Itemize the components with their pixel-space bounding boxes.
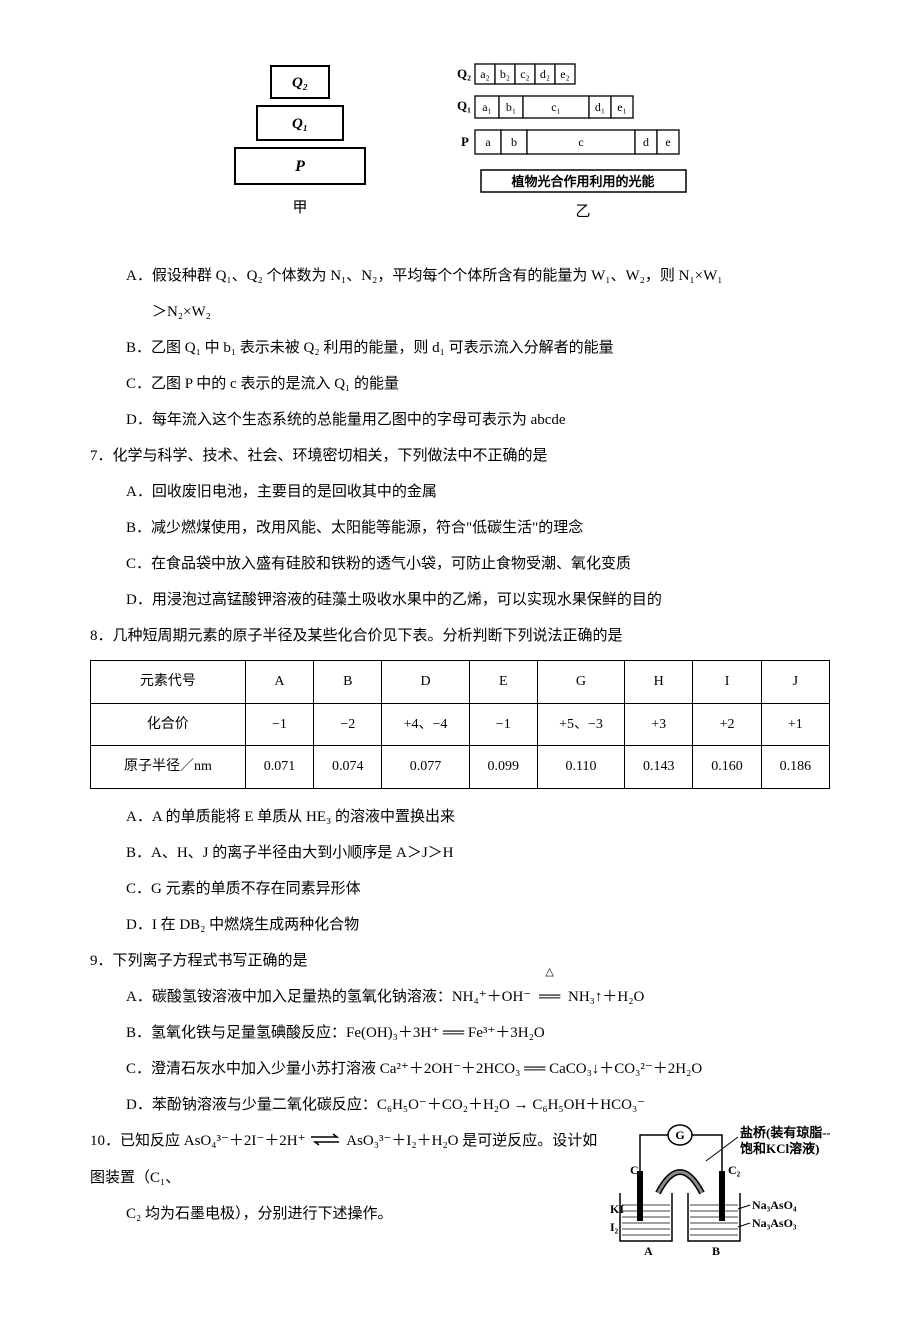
table-header-cell: J	[761, 661, 829, 704]
table-header-cell: B	[314, 661, 382, 704]
table-header-cell: A	[245, 661, 313, 704]
svg-text:e₁: e₁	[617, 100, 627, 114]
svg-text:b: b	[511, 135, 517, 149]
svg-text:d₂: d₂	[540, 67, 550, 81]
svg-text:b₁: b₁	[506, 100, 516, 114]
q10-figure: G 盐桥(装有琼脂-- 饱和KCl溶液) C₁ C₂	[610, 1123, 830, 1277]
q10-g: G	[675, 1128, 684, 1142]
reversible-arrow	[309, 1124, 343, 1160]
svg-text:c₁: c₁	[551, 100, 561, 114]
q7-opt-a: A．回收废旧电池，主要目的是回收其中的金属	[126, 474, 830, 510]
q10-c1: C₁	[630, 1163, 643, 1177]
q8-opt-b: B．A、H、J 的离子半径由大到小顺序是 A＞J＞H	[126, 835, 830, 871]
table-row-label: 化合价	[91, 703, 246, 746]
q9-a-pre: A．碳酸氢铵溶液中加入足量热的氢氧化钠溶液：NH₄⁺＋OH⁻	[126, 989, 535, 1005]
q6-opt-a-line1: A．假设种群 Q₁、Q₂ 个体数为 N₁、N₂，平均每个个体所含有的能量为 W₁…	[126, 258, 830, 294]
table-cell: −1	[245, 703, 313, 746]
table-cell: +4、−4	[382, 703, 469, 746]
svg-text:a₁: a₁	[482, 100, 492, 114]
q10-bridge2: 饱和KCl溶液)	[739, 1141, 819, 1156]
table-cell: +2	[693, 703, 761, 746]
q8-stem: 8．几种短周期元素的原子半径及某些化合价见下表。分析判断下列说法正确的是	[90, 618, 830, 654]
figure-right-bars: Q₂ Q₁ P a₂ b₂ c₂ d₂ e₂ a₁ b₁ c₁ d₁ e₁ a b c d e 植物光合…	[445, 60, 705, 240]
svg-text:e₂: e₂	[560, 67, 570, 81]
table-cell: −2	[314, 703, 382, 746]
q8-opt-d: D．I 在 DB₂ 中燃烧生成两种化合物	[126, 907, 830, 943]
q9-a-post: NH₃↑＋H₂O	[568, 989, 644, 1005]
table-header-cell: E	[469, 661, 537, 704]
q10-aso3: Na₃AsO₃	[752, 1216, 797, 1230]
fig-left-q2: Q₂	[292, 75, 308, 91]
q8-opt-c: C．G 元素的单质不存在同素异形体	[126, 871, 830, 907]
q6-opt-c: C．乙图 P 中的 c 表示的是流入 Q₁ 的能量	[126, 366, 830, 402]
table-cell: 0.143	[625, 746, 693, 789]
table-header-cell: G	[537, 661, 624, 704]
q6-opt-d: D．每年流入这个生态系统的总能量用乙图中的字母可表示为 abcde	[126, 402, 830, 438]
fig-r-caption: 乙	[575, 204, 590, 220]
q9-opt-c: C．澄清石灰水中加入少量小苏打溶液 Ca²⁺＋2OH⁻＋2HCO₃ ══ CaC…	[126, 1051, 830, 1087]
fig-r-bottom: 植物光合作用利用的光能	[510, 174, 654, 189]
svg-text:d: d	[643, 135, 649, 149]
table-cell: 0.099	[469, 746, 537, 789]
q7-opt-d: D．用浸泡过高锰酸钾溶液的硅藻土吸收水果中的乙烯，可以实现水果保鲜的目的	[126, 582, 830, 618]
q8-opt-a: A．A 的单质能将 E 单质从 HE₃ 的溶液中置换出来	[126, 799, 830, 835]
q10-b: B	[712, 1244, 720, 1258]
svg-text:a₂: a₂	[480, 67, 490, 81]
table-cell: 0.074	[314, 746, 382, 789]
svg-text:b₂: b₂	[500, 67, 510, 81]
q8-table: 元素代号ABDEGHIJ 化合价−1−2+4、−4−1+5、−3+3+2+1 原…	[90, 660, 830, 789]
table-header-cell: I	[693, 661, 761, 704]
table-row-label: 原子半径／nm	[91, 746, 246, 789]
q9-a-delta: △══	[539, 979, 560, 1015]
table-header-cell: 元素代号	[91, 661, 246, 704]
fig-r-pp: P	[461, 134, 469, 149]
q10-aso4: Na₃AsO₄	[752, 1198, 797, 1212]
q7-stem: 7．化学与科学、技术、社会、环境密切相关，下列做法中不正确的是	[90, 438, 830, 474]
table-cell: 0.160	[693, 746, 761, 789]
fig-r-q2p: Q₂	[457, 66, 471, 81]
table-cell: 0.077	[382, 746, 469, 789]
svg-text:c₂: c₂	[520, 67, 530, 81]
svg-text:a: a	[485, 135, 491, 149]
q10-block: G 盐桥(装有琼脂-- 饱和KCl溶液) C₁ C₂	[90, 1123, 830, 1281]
q10-bridge1: 盐桥(装有琼脂--	[740, 1125, 830, 1140]
table-header-cell: H	[625, 661, 693, 704]
q10-c2: C₂	[728, 1163, 741, 1177]
table-cell: 0.186	[761, 746, 829, 789]
svg-text:c: c	[578, 135, 583, 149]
svg-text:e: e	[665, 135, 670, 149]
figure-row: Q₂ Q₁ P 甲 Q₂ Q₁ P a₂ b₂ c₂ d₂ e₂ a₁ b₁ c₁ d₁ e₁ …	[90, 60, 830, 240]
q10-stem-pre: 10．已知反应 AsO₄³⁻＋2I⁻＋2H⁺	[90, 1133, 309, 1149]
table-cell: +1	[761, 703, 829, 746]
q10-ki: KI	[610, 1202, 624, 1216]
table-cell: +3	[625, 703, 693, 746]
fig-left-p: P	[294, 158, 305, 175]
fig-r-q1p: Q₁	[457, 98, 471, 113]
q6-opt-a-line2: ＞N₂×W₂	[152, 294, 830, 330]
table-cell: 0.071	[245, 746, 313, 789]
q6-opt-b: B．乙图 Q₁ 中 b₁ 表示未被 Q₂ 利用的能量，则 d₁ 可表示流入分解者…	[126, 330, 830, 366]
q10-a: A	[644, 1244, 653, 1258]
q9-stem: 9．下列离子方程式书写正确的是	[90, 943, 830, 979]
q7-opt-c: C．在食品袋中放入盛有硅胶和铁粉的透气小袋，可防止食物受潮、氧化变质	[126, 546, 830, 582]
table-header-cell: D	[382, 661, 469, 704]
q7-opt-b: B．减少燃煤使用，改用风能、太阳能等能源，符合"低碳生活"的理念	[126, 510, 830, 546]
q9-opt-a: A．碳酸氢铵溶液中加入足量热的氢氧化钠溶液：NH₄⁺＋OH⁻ △══ NH₃↑＋…	[126, 979, 830, 1016]
figure-left-stack: Q₂ Q₁ P 甲	[215, 60, 385, 228]
q10-i2: I₂	[610, 1220, 619, 1234]
svg-text:d₁: d₁	[595, 100, 605, 114]
table-cell: +5、−3	[537, 703, 624, 746]
table-cell: 0.110	[537, 746, 624, 789]
q9-opt-b: B．氢氧化铁与足量氢碘酸反应：Fe(OH)₃＋3H⁺ ══ Fe³⁺＋3H₂O	[126, 1015, 830, 1051]
fig-left-caption: 甲	[292, 200, 307, 216]
fig-left-q1: Q₁	[292, 116, 308, 132]
q9-opt-d: D．苯酚钠溶液与少量二氧化碳反应：C₆H₅O⁻＋CO₂＋H₂O → C₆H₅OH…	[126, 1087, 830, 1123]
table-cell: −1	[469, 703, 537, 746]
